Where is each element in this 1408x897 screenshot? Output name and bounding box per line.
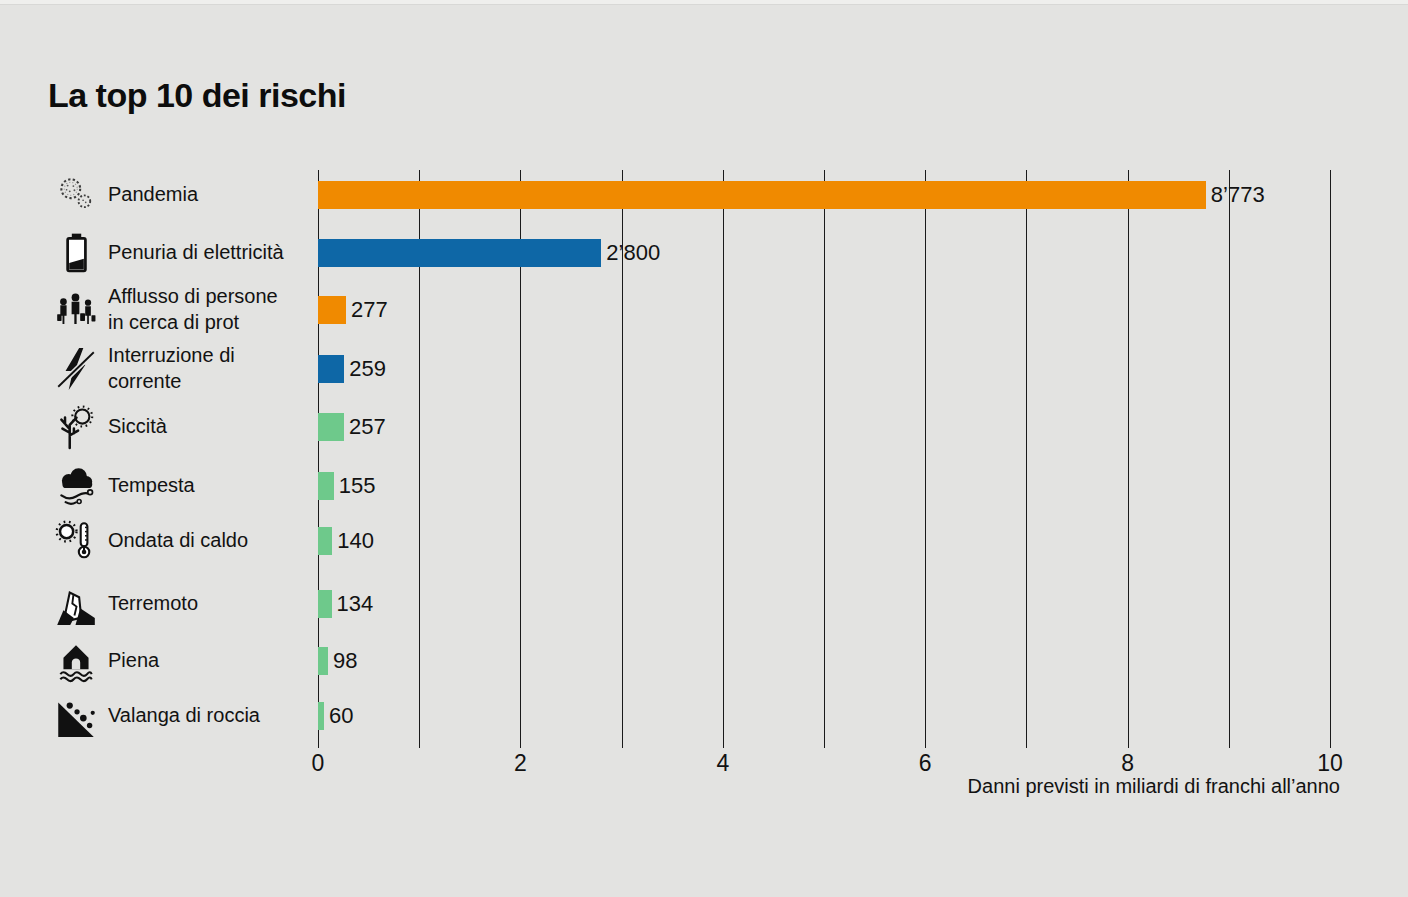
axis-tick: [824, 736, 825, 748]
row-afflusso-di-persone: Afflusso di persone in cerca di prot 277: [0, 281, 1408, 339]
category-label: Piena: [108, 648, 318, 674]
row-siccita: Siccità 257: [0, 398, 1408, 456]
drought-icon: [54, 403, 98, 451]
bar: [318, 590, 332, 618]
row-penuria-di-elettricita: Penuria di elettricità 2’800: [0, 224, 1408, 282]
axis-tick-label: 0: [312, 750, 325, 777]
category-label: Penuria di elettricità: [108, 240, 318, 266]
row-ondata-di-caldo: Ondata di caldo 140: [0, 512, 1408, 570]
axis-tick: [1026, 736, 1027, 748]
axis-tick: [1128, 736, 1129, 748]
earthquake-icon: [54, 580, 98, 628]
power-outage-icon: [54, 345, 98, 393]
value-label: 2’800: [606, 242, 660, 264]
value-label: 60: [329, 705, 353, 727]
virus-icon: [54, 171, 98, 219]
bar: [318, 239, 601, 267]
row-terremoto: Terremoto 134: [0, 575, 1408, 633]
bar: [318, 647, 328, 675]
bar: [318, 702, 324, 730]
axis-tick-label: 6: [919, 750, 932, 777]
rockfall-icon: [54, 692, 98, 740]
value-label: 98: [333, 650, 357, 672]
row-piena: Piena 98: [0, 632, 1408, 690]
battery-low-icon: [54, 229, 98, 277]
value-label: 259: [349, 358, 386, 380]
axis-tick: [1330, 736, 1331, 748]
axis-tick: [723, 736, 724, 748]
axis-tick-label: 8: [1121, 750, 1134, 777]
category-label: Siccità: [108, 414, 318, 440]
axis-tick: [520, 736, 521, 748]
axis-tick-label: 2: [514, 750, 527, 777]
axis-tick: [419, 736, 420, 748]
value-label: 8’773: [1211, 184, 1265, 206]
value-label: 257: [349, 416, 386, 438]
storm-icon: [54, 462, 98, 510]
axis-tick: [318, 736, 319, 748]
axis-tick: [1229, 736, 1230, 748]
heatwave-icon: [54, 517, 98, 565]
value-label: 277: [351, 299, 388, 321]
axis-tick: [925, 736, 926, 748]
category-label: Valanga di roccia: [108, 703, 318, 729]
row-tempesta: Tempesta 155: [0, 457, 1408, 515]
flood-icon: [54, 637, 98, 685]
category-label: Tempesta: [108, 473, 318, 499]
category-label: Interruzione di corrente: [108, 343, 318, 394]
x-axis-title: Danni previsti in miliardi di franchi al…: [968, 775, 1340, 798]
refugees-icon: [54, 286, 98, 334]
category-label: Ondata di caldo: [108, 528, 318, 554]
category-label: Pandemia: [108, 182, 318, 208]
bar: [318, 355, 344, 383]
bar: [318, 181, 1206, 209]
row-pandemia: Pandemia 8’773: [0, 166, 1408, 224]
axis-tick-label: 4: [716, 750, 729, 777]
bar: [318, 527, 332, 555]
axis-tick-label: 10: [1317, 750, 1343, 777]
value-label: 134: [337, 593, 374, 615]
category-label: Terremoto: [108, 591, 318, 617]
bar: [318, 413, 344, 441]
row-interruzione-di-corrente: Interruzione di corrente 259: [0, 340, 1408, 398]
axis-tick: [622, 736, 623, 748]
value-label: 155: [339, 475, 376, 497]
bar: [318, 472, 334, 500]
category-label: Afflusso di persone in cerca di prot: [108, 284, 318, 335]
bar: [318, 296, 346, 324]
value-label: 140: [337, 530, 374, 552]
